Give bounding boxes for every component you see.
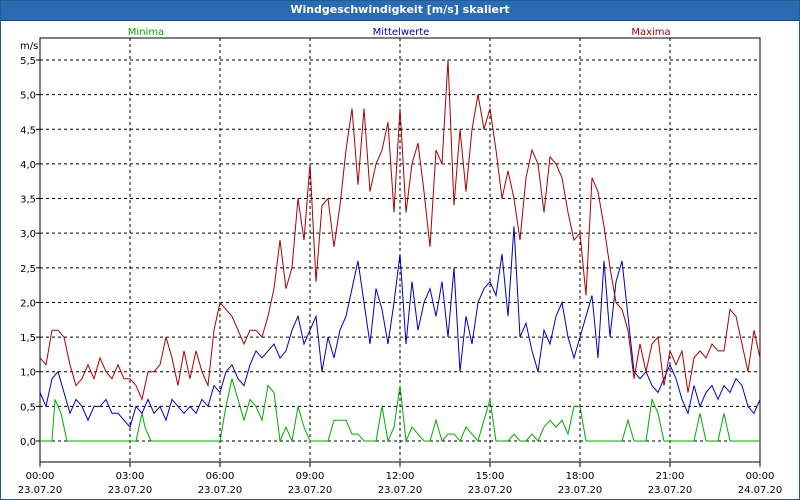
x-tick-time-label: 18:00 — [566, 471, 595, 482]
x-tick-date-label: 23.07.20 — [198, 485, 243, 496]
y-tick-label: 3,5 — [20, 195, 36, 206]
x-tick-time-label: 00:00 — [746, 471, 775, 482]
y-tick-label: 4,5 — [20, 125, 36, 136]
y-tick-label: 5,5 — [20, 56, 36, 67]
legend-entry-minima: Minima — [128, 27, 164, 38]
x-tick-date-label: 23.07.20 — [468, 485, 513, 496]
y-tick-label: 4,0 — [20, 160, 36, 171]
legend-entry-maxima: Maxima — [631, 27, 670, 38]
x-tick-time-label: 00:00 — [26, 471, 55, 482]
title-bar: Windgeschwindigkeit [m/s] skaliert — [1, 1, 799, 21]
x-tick-time-label: 21:00 — [656, 471, 685, 482]
y-tick-label: 3,0 — [20, 229, 36, 240]
legend: Minima Mittelwerte Maxima — [128, 27, 671, 38]
y-tick-label: 1,5 — [20, 333, 36, 344]
series-line-minima — [40, 378, 760, 443]
x-tick-date-label: 23.07.20 — [18, 485, 63, 496]
window-title: Windgeschwindigkeit [m/s] skaliert — [290, 3, 510, 16]
legend-entry-mittelwerte: Mittelwerte — [373, 27, 430, 38]
x-tick-date-label: 24.07.20 — [738, 485, 783, 496]
y-tick-label: 2,0 — [20, 298, 36, 309]
x-axis-ticks: 00:00 23.07.20 03:00 23.07.20 06:00 23.07.20 0… — [18, 462, 783, 496]
y-axis-ticks: 0,0 0,5 1,0 1,5 2,0 2,5 3,0 3,5 4,0 4,5 5,0 5,5 — [20, 56, 40, 448]
x-tick-time-label: 12:00 — [386, 471, 415, 482]
y-axis-label: m/s — [20, 41, 38, 52]
series-lines — [39, 59, 761, 443]
y-tick-label: 5,0 — [20, 91, 36, 102]
y-tick-label: 2,5 — [20, 264, 36, 275]
x-tick-time-label: 09:00 — [296, 471, 325, 482]
x-tick-date-label: 23.07.20 — [108, 485, 153, 496]
x-tick-date-label: 23.07.20 — [378, 485, 423, 496]
y-tick-label: 0,5 — [20, 402, 36, 413]
series-line-mittelwerte — [39, 226, 761, 429]
x-tick-date-label: 23.07.20 — [288, 485, 333, 496]
x-tick-time-label: 06:00 — [206, 471, 235, 482]
y-tick-label: 0,0 — [20, 437, 36, 448]
series-line-maxima — [39, 59, 761, 402]
y-tick-label: 1,0 — [20, 368, 36, 379]
x-tick-date-label: 23.07.20 — [558, 485, 603, 496]
x-tick-date-label: 23.07.20 — [648, 485, 693, 496]
x-tick-time-label: 03:00 — [116, 471, 145, 482]
x-tick-time-label: 15:00 — [476, 471, 505, 482]
